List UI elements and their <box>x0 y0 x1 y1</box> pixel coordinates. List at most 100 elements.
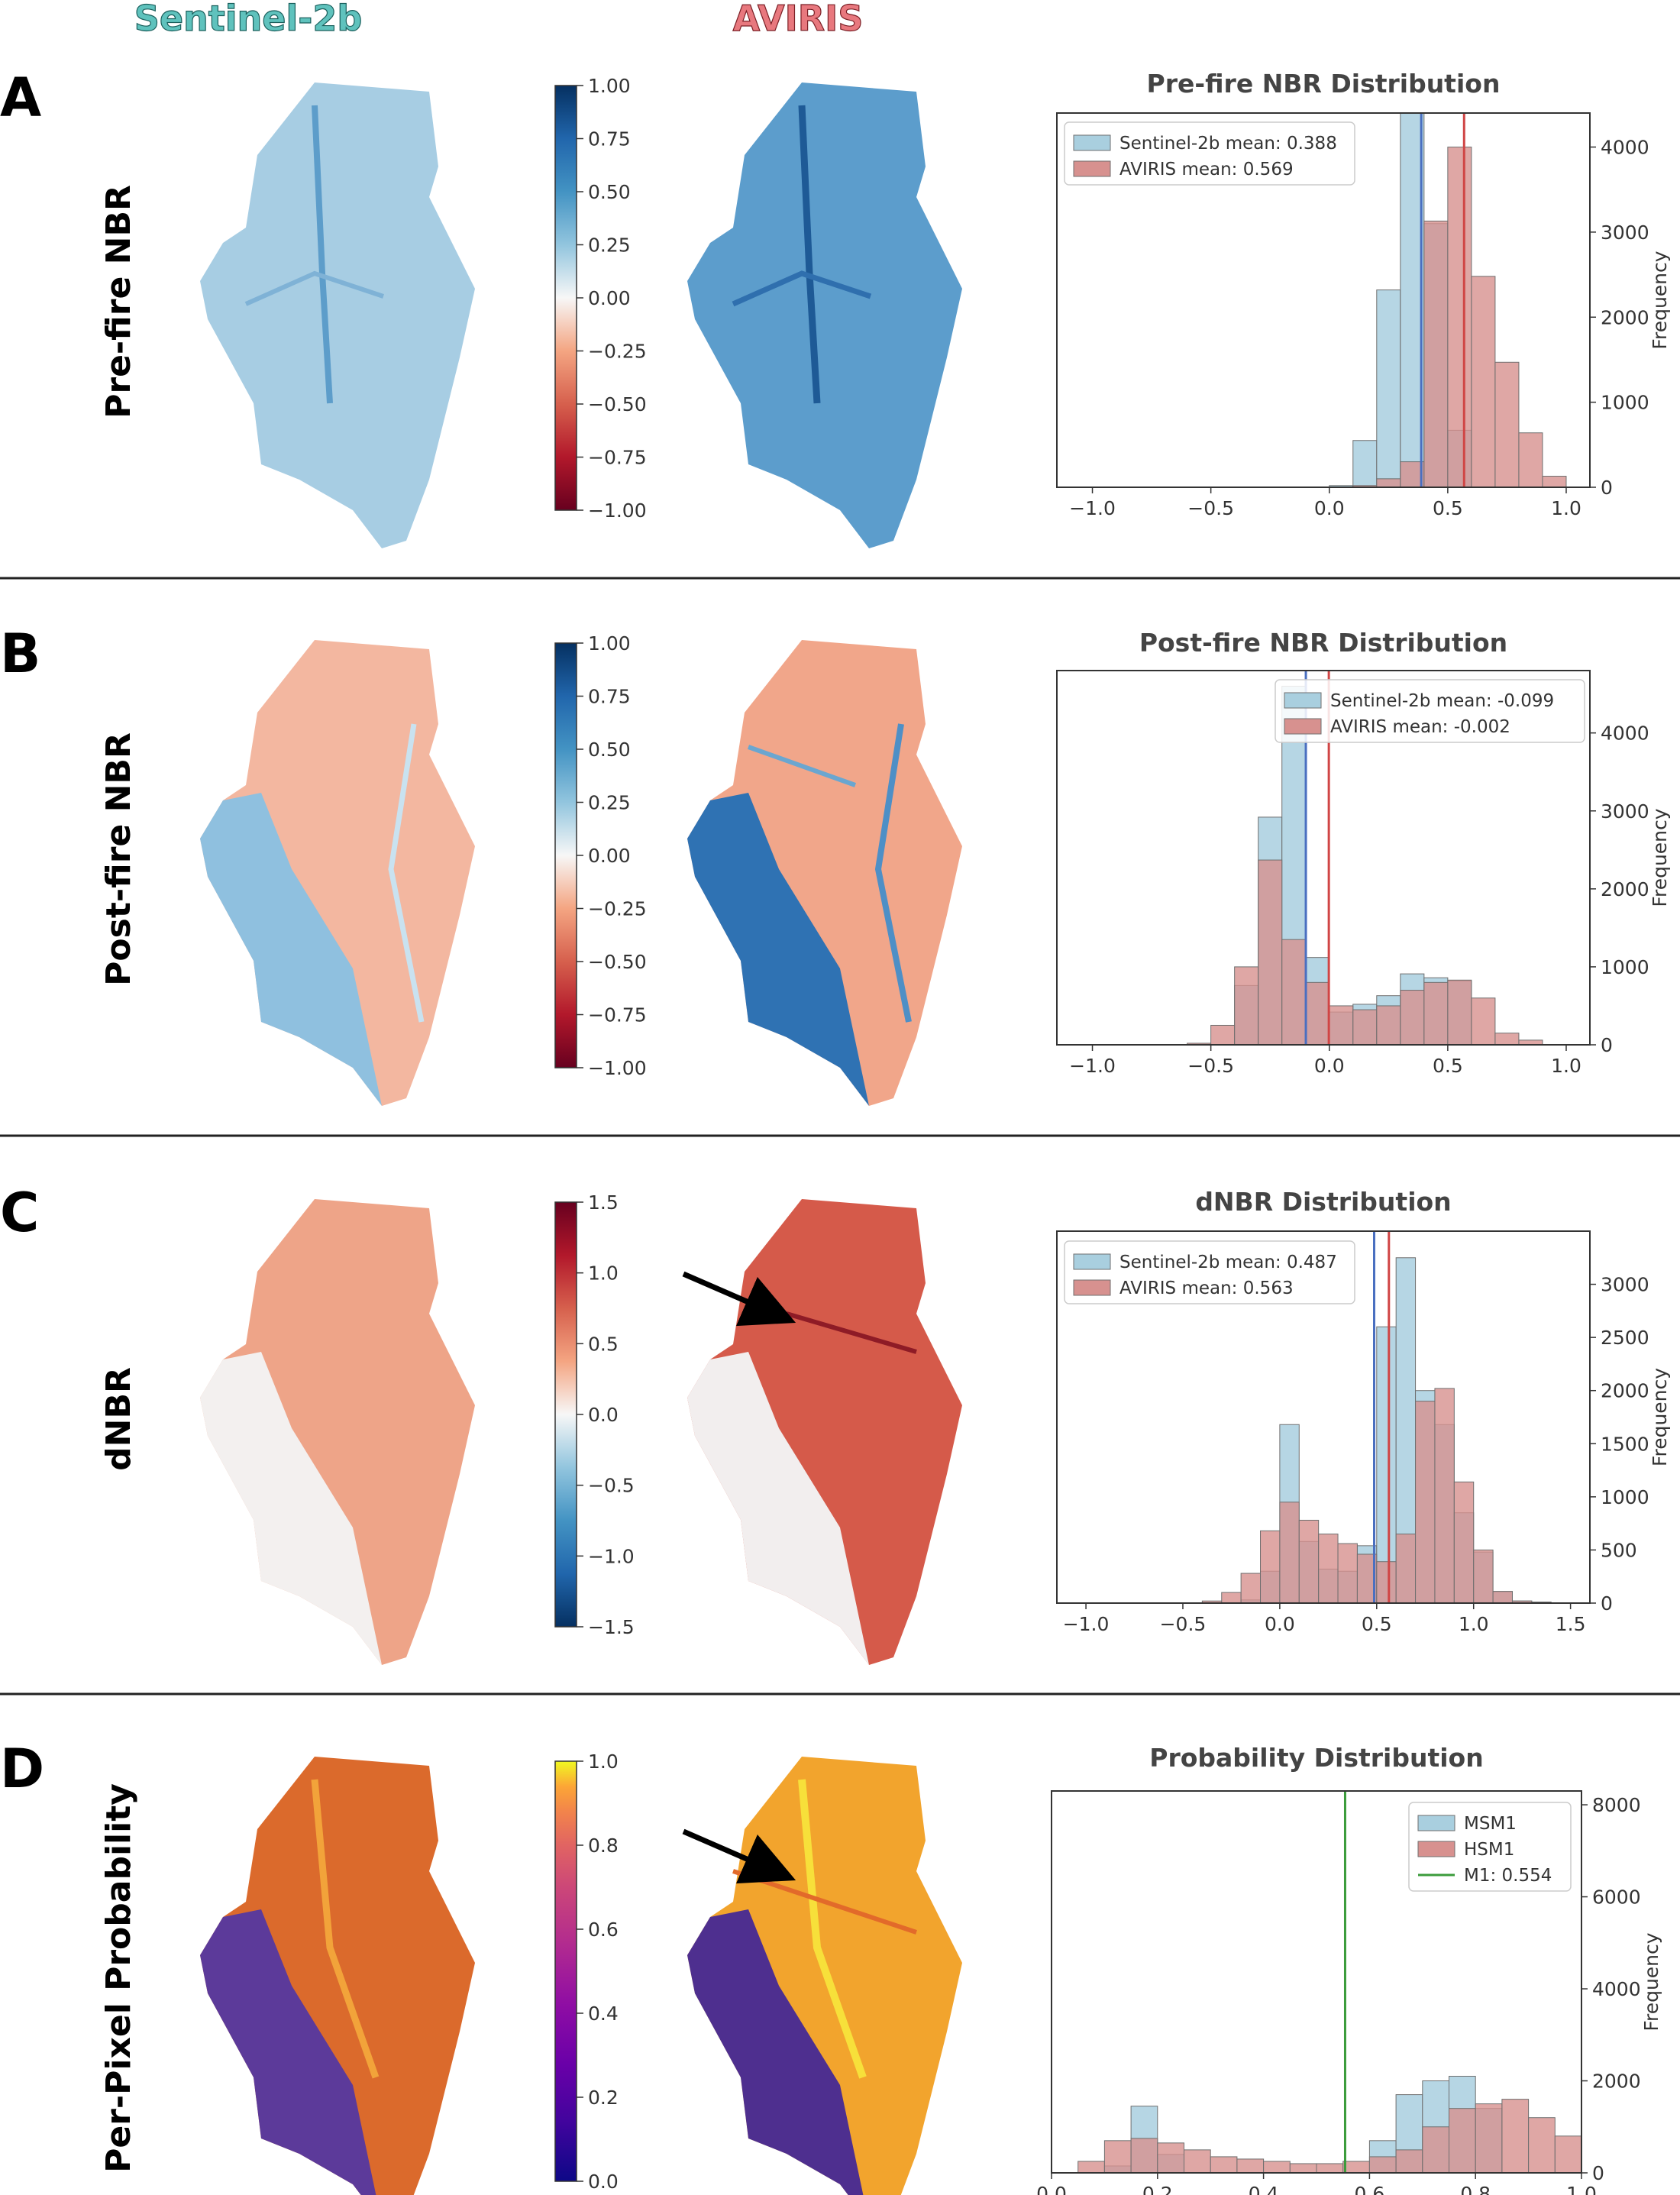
legend-swatch <box>1284 692 1322 709</box>
map-sentinel-prefire <box>200 82 475 548</box>
x-tick-label: 1.0 <box>1551 1055 1581 1077</box>
column-title-sentinel: Sentinel-2b <box>134 0 363 39</box>
histogram-bar <box>1316 2163 1344 2174</box>
colorbar-tick-label: 1.0 <box>588 1262 619 1285</box>
histogram-bar <box>1376 289 1401 488</box>
x-tick-label: −0.5 <box>1160 1613 1207 1635</box>
histogram-bar <box>1494 361 1520 488</box>
histogram-bar <box>1281 939 1307 1046</box>
y-tick-label: 3000 <box>1601 800 1649 823</box>
x-tick-label: 0.4 <box>1249 2183 1279 2195</box>
histogram-bar <box>1289 2163 1317 2174</box>
y-tick-label: 4000 <box>1592 1978 1641 2000</box>
y-tick-label: 4000 <box>1601 137 1649 159</box>
colorbar-tick-label: 1.00 <box>588 75 631 97</box>
histogram-bar <box>1337 1543 1358 1604</box>
histogram-probability: Probability Distribution 0.0 0.2 0.4 0.6 0.8 1… <box>1036 1743 1662 2195</box>
histogram-bar <box>1234 966 1259 1046</box>
colorbar-ticks-b: 1.00 0.75 0.50 0.25 0.00 −0.25 −0.50 −0.75 −1.00 <box>577 632 647 1079</box>
histogram-bar <box>1130 2138 1158 2174</box>
x-tick-label: −0.5 <box>1187 1055 1234 1077</box>
histogram-bar <box>1471 276 1496 488</box>
histogram-bar <box>1473 1549 1494 1604</box>
legend-swatch <box>1417 1841 1455 1857</box>
histogram-bar <box>1263 2161 1291 2174</box>
histogram-bar <box>1471 997 1496 1046</box>
histogram-bar <box>1518 432 1543 488</box>
row-label-a: Pre-fire NBR <box>99 185 138 419</box>
legend-swatch <box>1073 1253 1111 1270</box>
colorbar-tick-label: 0.50 <box>588 739 631 761</box>
legend-label: Sentinel-2b mean: -0.099 <box>1330 691 1554 711</box>
histogram-bar <box>1342 2161 1370 2174</box>
map-aviris-prefire <box>687 82 962 548</box>
colorbar-c <box>554 1201 577 1628</box>
histogram-bar <box>1434 1388 1455 1604</box>
histogram-bar <box>1210 2156 1238 2174</box>
histogram-bar <box>1400 990 1425 1046</box>
x-tick-label: 0.0 <box>1314 497 1345 519</box>
histogram-bar <box>1376 1561 1397 1604</box>
histogram-bar <box>1554 2135 1582 2174</box>
row-label-b: Post-fire NBR <box>99 732 138 986</box>
histogram-bar <box>1329 1005 1354 1046</box>
colorbar-tick-label: −1.00 <box>588 499 647 522</box>
x-tick-label: 1.0 <box>1459 1613 1489 1635</box>
colorbar-tick-label: 0.0 <box>588 2171 619 2193</box>
histogram-bar <box>1305 981 1330 1046</box>
y-tick-label: 8000 <box>1592 1794 1641 1816</box>
plot-frame <box>1056 670 1591 1046</box>
histogram-bar <box>1258 859 1283 1046</box>
colorbar-tick-label: 0.75 <box>588 128 631 150</box>
histogram-bar <box>1542 476 1567 488</box>
histogram-bar <box>1475 2103 1503 2174</box>
histogram-bar <box>1501 2099 1530 2174</box>
colorbar-tick-label: 0.50 <box>588 181 631 203</box>
legend <box>1275 679 1585 743</box>
histogram-bar <box>1447 147 1472 488</box>
histogram-bar <box>1352 1009 1378 1046</box>
map-sentinel-probability <box>200 1757 475 2195</box>
legend-swatch <box>1417 1815 1455 1831</box>
histogram-bar <box>1449 2108 1476 2174</box>
x-tick-label: −0.5 <box>1187 497 1234 519</box>
row-b: B Post-fire NBR 1.00 0.75 0.50 0.25 0.00 −0.2… <box>0 622 962 1106</box>
colorbar-tick-label: −0.75 <box>588 1004 647 1026</box>
x-tick-label: 1.5 <box>1556 1613 1586 1635</box>
histogram-title: dNBR Distribution <box>1195 1187 1451 1217</box>
y-tick-label: 0 <box>1592 2162 1604 2184</box>
histogram-bar <box>1157 2142 1185 2174</box>
y-tick-label: 3000 <box>1601 221 1649 244</box>
histogram-bar <box>1221 1592 1242 1604</box>
histogram-bar <box>1184 2149 1211 2174</box>
x-tick-label: 0.5 <box>1362 1613 1392 1635</box>
plot-frame <box>1051 1790 1582 2174</box>
plot-frame <box>1056 112 1591 488</box>
colorbar-tick-label: 1.5 <box>588 1191 619 1214</box>
histogram-bar <box>1260 1530 1281 1604</box>
histogram-bar <box>1279 1502 1300 1604</box>
x-tick-label: 0.6 <box>1355 2183 1385 2195</box>
histogram-bar <box>1422 2126 1450 2174</box>
y-axis-label: Frequency <box>1649 808 1671 907</box>
y-tick-label: 6000 <box>1592 1886 1641 1909</box>
y-tick-label: 500 <box>1601 1539 1637 1561</box>
legend-label: Sentinel-2b mean: 0.487 <box>1119 1253 1337 1272</box>
y-tick-label: 4000 <box>1601 723 1649 745</box>
row-d: D Per-Pixel Probability 1.0 0.8 0.6 0.4 0.2 0… <box>0 1738 962 2195</box>
histogram-title: Probability Distribution <box>1149 1743 1483 1773</box>
map-aviris-probability <box>687 1757 962 2195</box>
legend-label: AVIRIS mean: -0.002 <box>1330 717 1510 737</box>
histogram-bar <box>1423 220 1449 488</box>
y-tick-label: 1000 <box>1601 392 1649 414</box>
x-tick-label: −1.0 <box>1063 1613 1110 1635</box>
panel-letter-a: A <box>0 66 41 129</box>
colorbar-ticks-d: 1.0 0.8 0.6 0.4 0.2 0.0 <box>577 1751 619 2193</box>
legend-label: HSM1 <box>1464 1840 1514 1860</box>
histogram-bar <box>1376 478 1401 488</box>
legend-swatch <box>1073 160 1111 177</box>
x-tick-label: 0.2 <box>1142 2183 1173 2195</box>
colorbar-tick-label: 0.00 <box>588 287 631 309</box>
x-tick-label: 1.0 <box>1566 2183 1597 2195</box>
